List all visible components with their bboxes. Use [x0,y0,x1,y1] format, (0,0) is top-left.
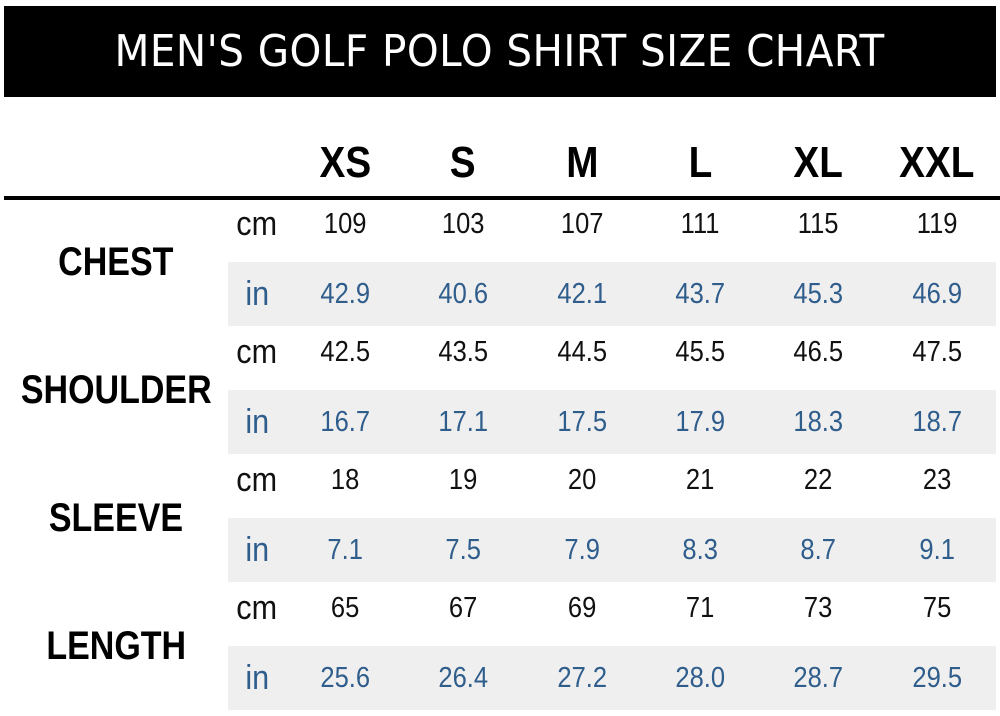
value-cell: 119 [916,207,958,240]
size-header-xl: XL [793,138,843,187]
measurement-group-shoulder: SHOULDER cm 42.5 43.5 44.5 45.5 46.5 47.… [0,326,1000,454]
value-cell: 47.5 [912,335,962,368]
unit-label-cm: cm [236,460,278,499]
value-cell: 18.7 [912,405,962,438]
value-cell: 103 [441,207,485,240]
size-header-row: XS S M L XL XXL [0,132,1000,194]
chart-title-bar: MEN'S GOLF POLO SHIRT SIZE CHART [4,6,996,97]
cm-row: cm 109 103 107 111 115 119 [0,198,1000,262]
value-cell: 75 [922,591,952,624]
cm-row: cm 65 67 69 71 73 75 [0,582,1000,646]
unit-label-in: in [245,402,269,441]
value-cell: 45.3 [793,277,843,310]
size-header-l: L [688,138,712,187]
measurement-group-chest: CHEST cm 109 103 107 111 115 119 in 42.9… [0,198,1000,326]
value-cell: 29.5 [912,661,962,694]
size-header-xxl: XXL [899,138,975,187]
unit-label-in: in [245,530,269,569]
value-cell: 45.5 [675,335,725,368]
value-cell: 27.2 [557,661,607,694]
value-cell: 46.9 [912,277,962,310]
value-cell: 67 [448,591,478,624]
value-cell: 28.0 [675,661,725,694]
value-cell: 23 [922,463,952,496]
value-cell: 25.6 [320,661,370,694]
in-row: in 16.7 17.1 17.5 17.9 18.3 18.7 [0,390,1000,454]
value-cell: 44.5 [557,335,607,368]
unit-label-cm: cm [236,588,278,627]
size-header-m: M [565,138,599,187]
header-divider [4,196,1000,200]
value-cell: 111 [680,207,720,240]
value-cell: 65 [330,591,360,624]
value-cell: 22 [803,463,833,496]
value-cell: 17.1 [438,405,488,438]
in-row: in 42.9 40.6 42.1 43.7 45.3 46.9 [0,262,1000,326]
value-cell: 42.1 [557,277,607,310]
unit-label-cm: cm [236,332,278,371]
value-cell: 73 [803,591,833,624]
row-band [228,262,996,326]
cm-row: cm 18 19 20 21 22 23 [0,454,1000,518]
value-cell: 115 [797,207,839,240]
value-cell: 109 [323,207,367,240]
in-row: in 25.6 26.4 27.2 28.0 28.7 29.5 [0,646,1000,710]
value-cell: 17.5 [557,405,607,438]
value-cell: 8.3 [682,533,718,566]
value-cell: 42.5 [320,335,370,368]
value-cell: 19 [448,463,478,496]
value-cell: 17.9 [675,405,725,438]
measurement-group-sleeve: SLEEVE cm 18 19 20 21 22 23 in 7.1 7.5 7… [0,454,1000,582]
value-cell: 69 [567,591,597,624]
value-cell: 26.4 [438,661,488,694]
unit-label-in: in [245,274,269,313]
value-cell: 42.9 [320,277,370,310]
value-cell: 16.7 [320,405,370,438]
value-cell: 9.1 [919,533,955,566]
value-cell: 107 [560,207,604,240]
value-cell: 46.5 [793,335,843,368]
value-cell: 21 [685,463,715,496]
value-cell: 43.7 [675,277,725,310]
row-band [228,518,996,582]
measurement-label: CHEST [58,239,174,284]
measurement-group-length: LENGTH cm 65 67 69 71 73 75 in 25.6 26.4… [0,582,1000,710]
value-cell: 7.9 [564,533,600,566]
unit-label-in: in [245,658,269,697]
size-header-s: S [450,138,476,187]
value-cell: 28.7 [793,661,843,694]
in-row: in 7.1 7.5 7.9 8.3 8.7 9.1 [0,518,1000,582]
measurement-label: SHOULDER [20,367,212,412]
measurement-label: SLEEVE [48,495,184,540]
value-cell: 18.3 [793,405,843,438]
row-band [228,646,996,710]
value-cell: 18 [330,463,360,496]
unit-label-cm: cm [236,204,278,243]
size-header-xs: XS [319,138,371,187]
chart-title: MEN'S GOLF POLO SHIRT SIZE CHART [114,26,886,77]
value-cell: 20 [567,463,597,496]
value-cell: 71 [685,591,715,624]
value-cell: 7.1 [327,533,363,566]
cm-row: cm 42.5 43.5 44.5 45.5 46.5 47.5 [0,326,1000,390]
value-cell: 43.5 [438,335,488,368]
measurement-label: LENGTH [46,623,186,668]
value-cell: 8.7 [800,533,836,566]
value-cell: 40.6 [438,277,488,310]
row-band [228,390,996,454]
value-cell: 7.5 [445,533,481,566]
